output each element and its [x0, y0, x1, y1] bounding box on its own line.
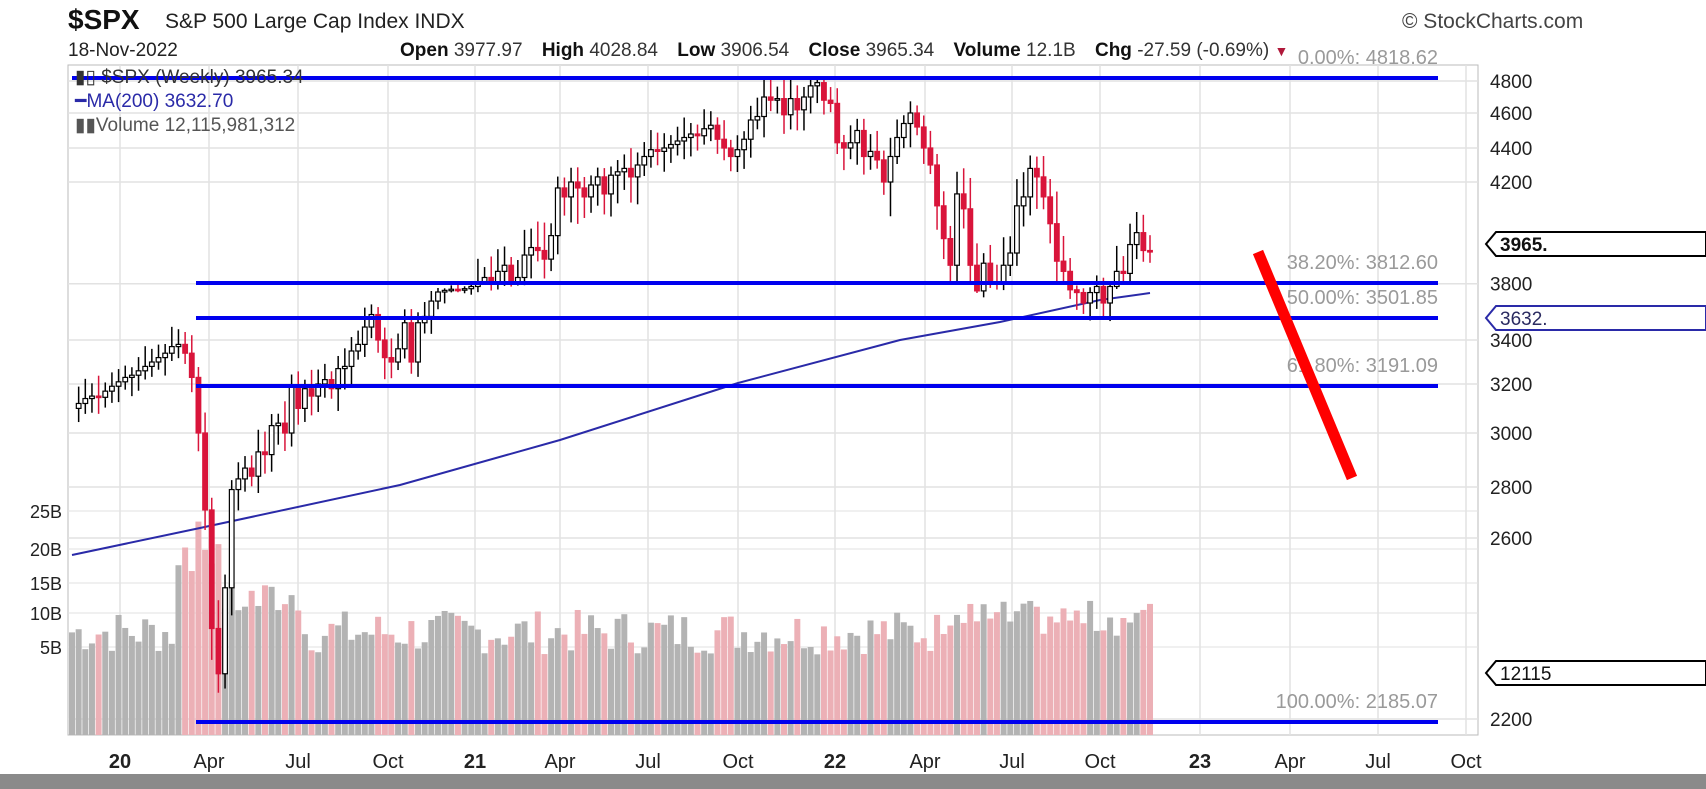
fib-level-label: 50.00%: 3501.85: [1287, 287, 1438, 309]
price-tag-label: 3632.: [1500, 309, 1548, 330]
x-tick-label: Oct: [372, 751, 404, 773]
x-tick-label: 22: [824, 751, 846, 773]
quote-value: -27.59 (-0.69%): [1137, 40, 1270, 61]
x-tick-label: Oct: [1084, 751, 1116, 773]
quote-label: High: [541, 40, 585, 61]
legend-volume: ▮▮Volume 12,115,981,312: [75, 115, 296, 136]
price-tag: [1484, 305, 1706, 331]
y-tick-label: 4800: [1490, 72, 1532, 93]
y-tick-label: 4200: [1490, 173, 1532, 194]
quote-label: Chg: [1094, 40, 1132, 61]
y-tick-label: 3000: [1490, 424, 1532, 445]
quote-value: 3906.54: [720, 40, 790, 61]
quote-value: 3965.34: [865, 40, 935, 61]
volume-tick-label: 10B: [30, 604, 62, 624]
y-tick-label: 3200: [1490, 375, 1532, 396]
symbol: $SPX: [68, 4, 140, 35]
y-tick-label: 3800: [1490, 275, 1532, 296]
y-tick-label: 3400: [1490, 331, 1532, 352]
quote-bar: Open 3977.97 High 4028.84 Low 3906.54 Cl…: [400, 40, 1302, 62]
volume-tick-label: 5B: [40, 638, 62, 658]
volume-tick-label: 25B: [30, 502, 62, 522]
quote-label: Open: [400, 40, 449, 61]
ma-200-line: [71, 292, 1151, 556]
volume-bars: [69, 521, 1153, 735]
fib-level-label: 0.00%: 4818.62: [1298, 47, 1438, 69]
quote-value: 4028.84: [589, 40, 658, 61]
quote-value: 3977.97: [453, 40, 523, 61]
projection-arrow: [1252, 249, 1358, 481]
x-tick-label: Oct: [1450, 751, 1482, 773]
fib-level-label: 61.80%: 3191.09: [1287, 355, 1438, 377]
line-icon: ━: [75, 91, 87, 112]
scrollbar-track[interactable]: [0, 774, 1706, 789]
price-tag: [1484, 660, 1706, 686]
x-tick-label: Apr: [193, 751, 224, 773]
x-tick-label: Jul: [999, 751, 1025, 773]
y-tick-label: 2600: [1490, 529, 1532, 550]
y-tick-label: 2200: [1490, 710, 1532, 731]
quote-label: Volume: [953, 40, 1021, 61]
x-tick-label: Jul: [1365, 751, 1391, 773]
x-tick-label: Apr: [1274, 751, 1305, 773]
x-tick-label: Jul: [285, 751, 311, 773]
x-tick-label: Apr: [544, 751, 575, 773]
fib-level-label: 38.20%: 3812.60: [1287, 252, 1438, 274]
fib-level-label: 100.00%: 2185.07: [1276, 691, 1438, 713]
candlestick-icon: ▮▯: [75, 67, 96, 88]
legend-ma: ━MA(200) 3632.70: [75, 91, 234, 112]
x-tick-label: Oct: [722, 751, 754, 773]
x-tick-label: Apr: [909, 751, 940, 773]
down-triangle-icon: ▼: [1274, 43, 1289, 59]
chart-date: 18-Nov-2022: [68, 40, 178, 61]
price-tag-label: 12115: [1500, 664, 1551, 685]
x-tick-label: 20: [109, 751, 131, 773]
quote-value: 12.1B: [1026, 40, 1076, 61]
volume-tick-label: 20B: [30, 540, 62, 560]
price-tag-label: 3965.: [1500, 235, 1548, 256]
x-tick-label: Jul: [635, 751, 661, 773]
bar-chart-icon: ▮▮: [75, 115, 96, 136]
y-tick-label: 4400: [1490, 139, 1532, 160]
y-tick-label: 2800: [1490, 478, 1532, 499]
quote-label: Low: [677, 40, 716, 61]
y-tick-label: 4600: [1490, 104, 1532, 125]
copyright: © StockCharts.com: [1402, 10, 1584, 33]
chart-legend: ▮▯ $SPX (Weekly) 3965.34 ━MA(200) 3632.7…: [75, 66, 304, 138]
quote-label: Close: [808, 40, 861, 61]
volume-tick-label: 15B: [30, 574, 62, 594]
price-tag: [1484, 231, 1706, 257]
x-tick-label: 21: [464, 751, 486, 773]
x-tick-label: 23: [1189, 751, 1211, 773]
fibonacci-retracement: 0.00%: 4818.62 38.20%: 3812.60 50.00%: 350…: [72, 47, 1438, 724]
legend-price: ▮▯ $SPX (Weekly) 3965.34: [75, 67, 304, 88]
instrument-name: S&P 500 Large Cap Index INDX: [165, 10, 465, 33]
